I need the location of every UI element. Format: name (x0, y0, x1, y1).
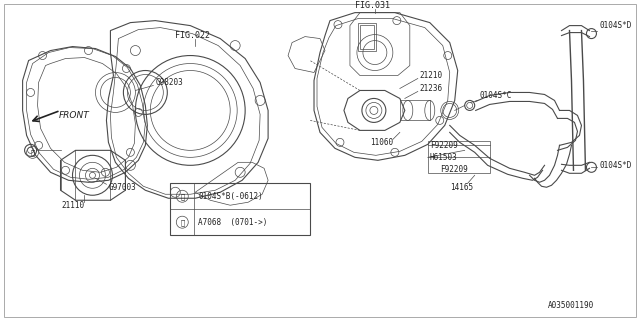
Text: F92209: F92209 (440, 165, 467, 174)
Text: ①: ① (180, 219, 184, 226)
Text: 14165: 14165 (450, 183, 473, 192)
Text: G98203: G98203 (156, 78, 183, 87)
Text: F92209: F92209 (430, 141, 458, 150)
Text: A7068  (0701->): A7068 (0701->) (198, 218, 268, 227)
Text: FRONT: FRONT (58, 111, 90, 120)
Text: 21236: 21236 (420, 84, 443, 93)
Text: 0104S*D: 0104S*D (600, 161, 632, 170)
Text: ①: ① (180, 193, 184, 200)
Bar (170, 183, 310, 235)
Text: 21110: 21110 (61, 201, 84, 210)
Text: FIG.022: FIG.022 (175, 31, 211, 40)
Text: 0104S*D: 0104S*D (600, 21, 632, 30)
Text: ①: ① (31, 149, 35, 156)
Text: 21210: 21210 (420, 71, 443, 80)
Bar (360, 25, 374, 49)
Bar (400, 100, 430, 120)
Text: A035001190: A035001190 (548, 300, 594, 309)
Text: 0104S*B(-0612): 0104S*B(-0612) (198, 192, 263, 201)
Text: H61503: H61503 (430, 153, 458, 162)
Text: 11060: 11060 (370, 138, 393, 147)
Text: 0104S*C: 0104S*C (479, 91, 512, 100)
Text: G97003: G97003 (108, 183, 136, 192)
Bar (428, 141, 490, 173)
Bar (358, 23, 376, 51)
Text: FIG.031: FIG.031 (355, 1, 390, 10)
